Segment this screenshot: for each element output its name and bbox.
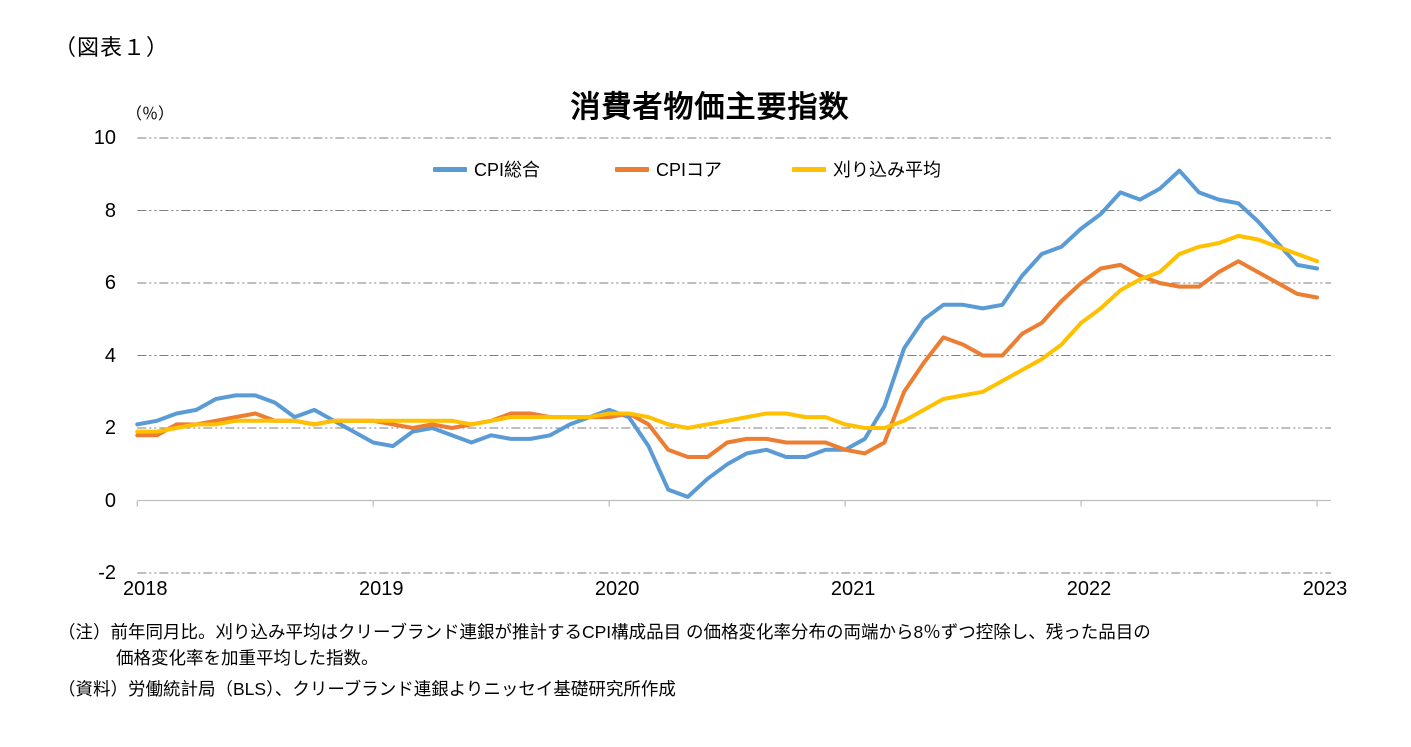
note-line-1: （注）前年同月比。刈り込み平均はクリーブランド連銀が推計するCPI構成品目 の価… (58, 622, 1151, 642)
y-tick-label: 2 (104, 417, 116, 439)
legend-item-cpi-all: CPI総合 (433, 157, 540, 181)
note-line-2: 価格変化率を加重平均した指数。 (116, 648, 379, 668)
y-tick-label: 6 (104, 272, 116, 294)
x-tick-label: 2021 (830, 578, 876, 600)
legend-swatch-trimmed-mean (792, 166, 826, 172)
x-tick-label: 2023 (1302, 578, 1348, 600)
series-line-0 (135, 168, 1319, 499)
legend-label-cpi-all: CPI総合 (474, 160, 541, 180)
legend-swatch-cpi-all (433, 166, 467, 172)
chart-title: 消費者物価主要指数 (570, 91, 850, 124)
y-tick-label: 0 (104, 489, 116, 512)
y-tick-label: -2 (98, 562, 116, 584)
legend-item-cpi-core: CPIコア (615, 157, 722, 181)
y-tick-label: 10 (93, 127, 116, 149)
legend-label-trimmed-mean: 刈り込み平均 (833, 160, 941, 180)
legend-item-trimmed-mean: 刈り込み平均 (792, 157, 941, 181)
series-line-2 (135, 233, 1319, 434)
y-tick-label: 8 (104, 199, 116, 222)
notes-block: （注）前年同月比。刈り込み平均はクリーブランド連銀が推計するCPI構成品目 の価… (58, 619, 1358, 702)
y-tick-label: 4 (104, 344, 116, 367)
figure-label: （図表１） (54, 35, 170, 60)
x-tick-label: 2020 (594, 578, 640, 600)
source-note: （資料）労働統計局（BLS）、クリーブランド連銀よりニッセイ基礎研究所作成 (58, 679, 676, 699)
y-axis-unit-label: （％） (126, 106, 175, 123)
x-tick-label: 2019 (358, 578, 404, 600)
legend-label-cpi-core: CPIコア (656, 160, 723, 180)
legend-swatch-cpi-core (615, 166, 649, 172)
x-tick-label: 2018 (123, 578, 168, 600)
x-tick-label: 2022 (1066, 578, 1112, 600)
